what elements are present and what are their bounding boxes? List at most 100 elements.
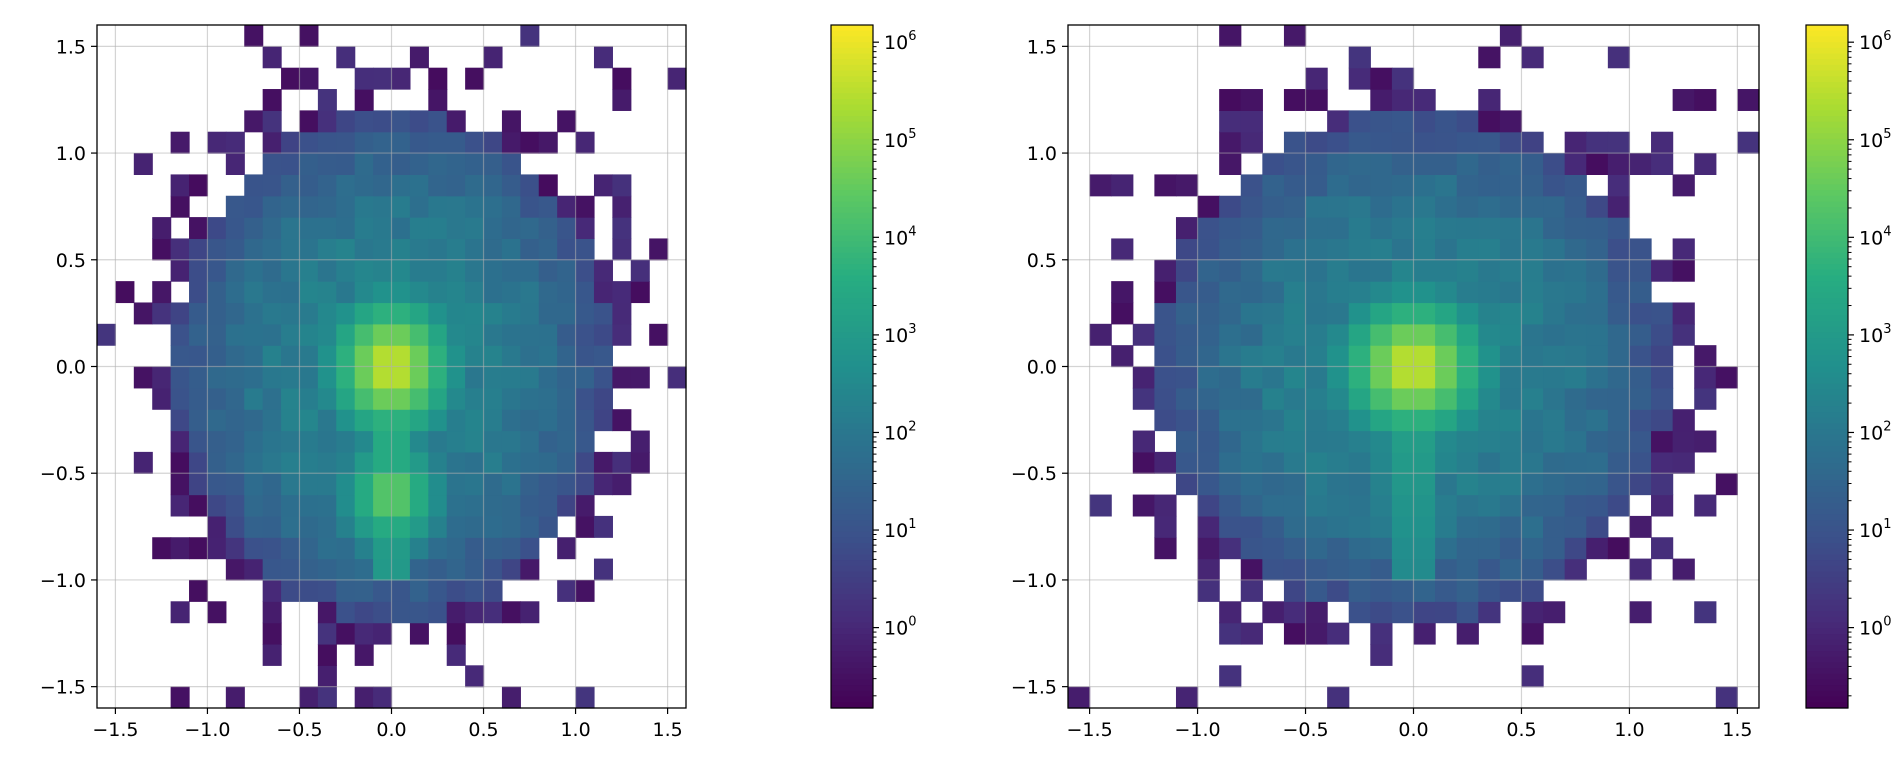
heatmap-cell (336, 473, 356, 496)
heatmap-cell (1370, 89, 1393, 111)
heatmap-cell (1391, 174, 1415, 197)
heatmap-cell (1651, 537, 1674, 560)
heatmap-cell (557, 387, 577, 410)
heatmap-cell (189, 430, 209, 453)
heatmap-cell (1521, 131, 1544, 154)
heatmap-cell (446, 537, 466, 560)
heatmap-cell (1262, 451, 1285, 474)
heatmap-cell (1391, 89, 1415, 111)
heatmap-cell (207, 387, 227, 410)
heatmap-cell (336, 366, 356, 389)
heatmap-cell (1456, 515, 1479, 538)
heatmap-cell (501, 558, 521, 581)
heatmap-cell (465, 195, 485, 218)
heatmap-cell (336, 195, 356, 218)
heatmap-cell (1219, 515, 1242, 538)
heatmap-cell (1348, 430, 1371, 453)
y-tick-label: −1.0 (1011, 570, 1057, 592)
heatmap-cell (189, 579, 209, 602)
heatmap-cell (317, 430, 337, 453)
heatmap-cell (1478, 174, 1501, 197)
heatmap-cell (520, 259, 540, 282)
heatmap-cell (465, 558, 485, 581)
colorbar-gradient-band (831, 161, 873, 168)
heatmap-cell (1564, 494, 1587, 517)
heatmap-cell (446, 281, 466, 304)
heatmap-cell (1327, 387, 1350, 410)
heatmap-cell (373, 259, 393, 282)
heatmap-cell (1348, 345, 1371, 368)
heatmap-cell (557, 473, 577, 496)
heatmap-cell (1262, 366, 1285, 389)
heatmap-cell (501, 195, 521, 218)
heatmap-cell (1197, 451, 1220, 474)
heatmap-cell (1370, 238, 1393, 261)
heatmap-cell (1543, 601, 1566, 624)
heatmap-cell (1219, 302, 1242, 325)
y-tick-label: −1.5 (1011, 677, 1057, 699)
heatmap-cell (244, 345, 264, 368)
heatmap-cell (1327, 131, 1350, 154)
heatmap-cell (1499, 153, 1523, 175)
heatmap-cell (1262, 494, 1285, 517)
heatmap-cell (391, 238, 411, 261)
heatmap-cell (1283, 174, 1307, 197)
heatmap-cell (612, 451, 632, 474)
colorbar-gradient-band (1806, 332, 1848, 339)
heatmap-cell (262, 281, 282, 304)
heatmap-cell (1305, 89, 1328, 111)
heatmap-cell (1651, 259, 1674, 282)
heatmap-cell (1607, 302, 1631, 325)
heatmap-cell (649, 323, 669, 346)
heatmap-cell (1219, 238, 1242, 261)
heatmap-cell (299, 494, 319, 517)
heatmap-cell (1262, 281, 1285, 304)
heatmap-cell (1197, 238, 1220, 261)
heatmap-cells (1068, 25, 1760, 709)
heatmap-cell (1694, 494, 1717, 517)
heatmap-cell (1435, 558, 1458, 581)
heatmap-cell (281, 259, 301, 282)
heatmap-cell (115, 281, 135, 304)
colorbar-tick-label: 104 (884, 224, 916, 249)
heatmap-cell (262, 195, 282, 218)
heatmap-cell (1370, 366, 1393, 389)
heatmap-cell (1651, 323, 1674, 346)
heatmap-cell (262, 558, 282, 581)
heatmap-cell (1456, 217, 1479, 240)
colorbar-gradient-band (1806, 218, 1848, 225)
heatmap-cell (262, 46, 282, 69)
heatmap-cell (465, 387, 485, 410)
heatmap-cell (391, 558, 411, 581)
heatmap-cell (1564, 281, 1587, 304)
x-tick-label: 1.0 (560, 719, 590, 741)
heatmap-cell (1521, 345, 1544, 368)
heatmap-cell (1435, 409, 1458, 432)
heatmap-cell (225, 302, 245, 325)
heatmap-cell (354, 323, 374, 346)
heatmap-cell (1456, 409, 1479, 432)
heatmap-cell (1521, 174, 1544, 197)
heatmap-cell (428, 110, 448, 133)
heatmap-cell (373, 430, 393, 453)
heatmap-cell (1305, 345, 1328, 368)
heatmap-cell (520, 409, 540, 432)
heatmap-cell (317, 281, 337, 304)
colorbar-tick-label: 106 (884, 29, 916, 54)
x-tick-label: 0.0 (1398, 719, 1428, 741)
colorbar-gradient-band (831, 138, 873, 146)
heatmap-cell (1521, 622, 1544, 645)
colorbar-gradient-band (831, 474, 873, 481)
heatmap-cell (1586, 515, 1609, 538)
heatmap-cell (336, 238, 356, 261)
heatmap-cell (354, 494, 374, 517)
heatmap-cell (262, 259, 282, 282)
heatmap-cell (483, 537, 503, 560)
heatmap-cell (189, 537, 209, 560)
colorbar-gradient-band (1806, 167, 1848, 174)
heatmap-cell (1456, 174, 1479, 197)
heatmap-cell (1262, 174, 1285, 197)
heatmap-cell (207, 451, 227, 474)
heatmap-cell (1391, 302, 1415, 325)
heatmap-cell (1651, 430, 1674, 453)
